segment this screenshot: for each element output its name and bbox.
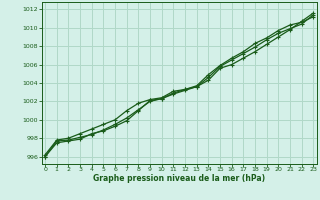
X-axis label: Graphe pression niveau de la mer (hPa): Graphe pression niveau de la mer (hPa)	[93, 174, 265, 183]
